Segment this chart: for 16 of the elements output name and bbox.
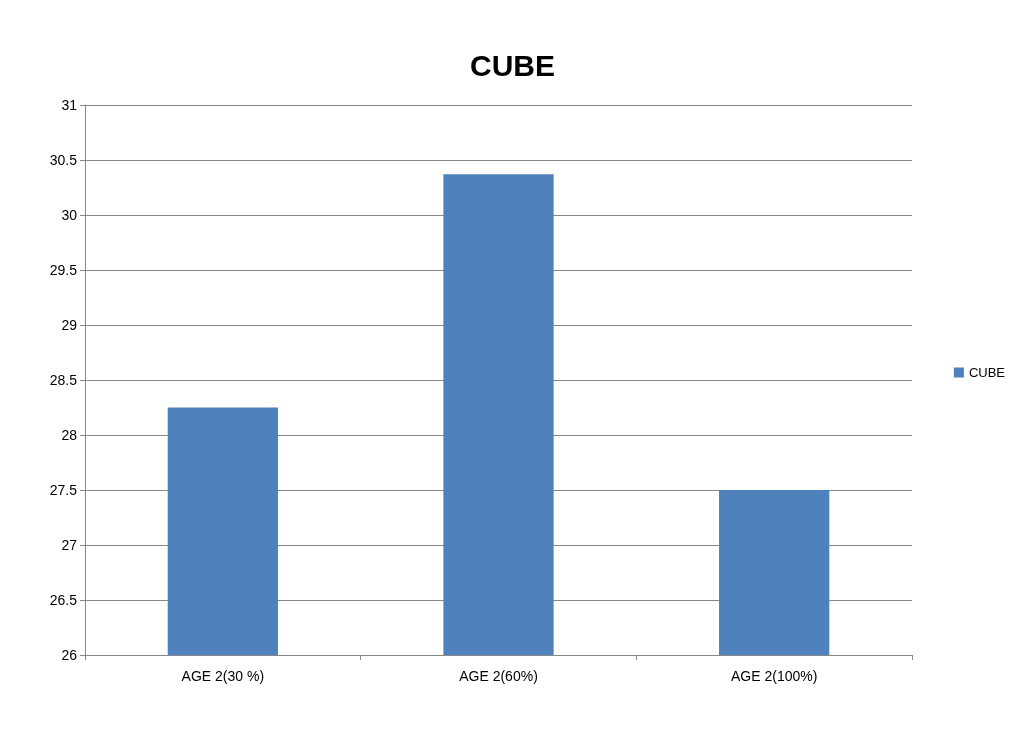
y-tick-label: 29.5 [49,262,78,278]
x-tick-label: AGE 2(100%) [730,668,818,684]
legend-label: CUBE [968,365,1006,380]
y-tick-label: 26 [61,647,78,663]
x-tick-label: AGE 2(30 %) [181,668,265,684]
y-tick-label: 27 [61,537,78,553]
y-tick-label: 26.5 [49,592,78,608]
y-tick-label: 30.5 [49,152,78,168]
y-tick-label: 28.5 [49,372,78,388]
chart-title: CUBE [469,48,556,82]
y-tick-label: 30 [61,207,78,223]
y-tick-label: 31 [61,97,78,113]
x-tick-label: AGE 2(60%) [459,668,538,684]
y-tick-label: 29 [61,317,78,333]
y-tick-label: 27.5 [49,482,78,498]
y-tick-label: 28 [61,427,78,443]
